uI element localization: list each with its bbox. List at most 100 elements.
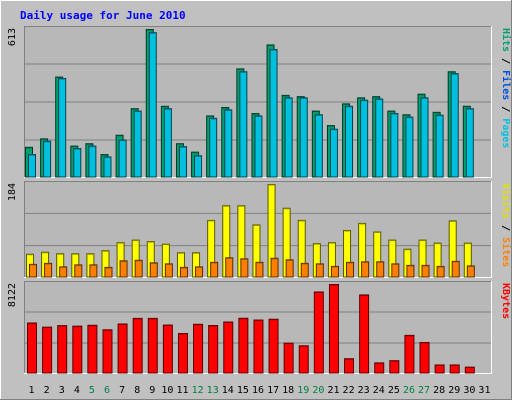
bar-kbytes-day-16 — [253, 319, 264, 374]
bar-sites-day-25 — [391, 263, 400, 278]
bar-kbytes-day-20 — [313, 291, 324, 374]
x-tick-label-24: 24 — [373, 385, 385, 396]
x-tick-label-29: 29 — [448, 385, 460, 396]
bar-body — [268, 318, 279, 374]
bar-files-day-1 — [28, 154, 36, 178]
bar-kbytes-day-15 — [238, 317, 249, 374]
legend: Visits / Sites — [500, 183, 512, 267]
bar-body — [328, 284, 339, 374]
bar-sites-day-13 — [210, 261, 219, 278]
bar-kbytes-day-30 — [464, 366, 475, 374]
bar-body — [208, 325, 219, 374]
bar-files-day-24 — [375, 98, 384, 178]
series-visits — [26, 184, 472, 278]
bar-files-day-12 — [194, 155, 203, 178]
bar-kbytes-day-8 — [132, 317, 143, 374]
bar-body — [103, 156, 112, 178]
bar-kbytes-day-2 — [42, 326, 53, 374]
bar-sites-day-16 — [255, 261, 264, 278]
bar-files-day-13 — [209, 117, 218, 178]
bar-body — [240, 258, 249, 278]
bar-body — [193, 323, 204, 374]
bar-body — [134, 259, 143, 278]
bar-body — [118, 139, 127, 178]
panel-pages-files-hits: 613 Hits / Files / Pages — [7, 26, 512, 178]
bar-kbytes-day-23 — [359, 294, 370, 374]
bar-body — [345, 105, 354, 178]
bar-files-day-18 — [284, 97, 293, 178]
bar-sites-day-1 — [29, 263, 37, 278]
legend-item-files: Files — [500, 70, 512, 100]
x-tick-label-12: 12 — [192, 385, 204, 396]
bar-files-day-10 — [163, 108, 172, 178]
bar-body — [269, 49, 278, 178]
bar-body — [451, 260, 460, 278]
bar-kbytes-day-14 — [223, 321, 234, 374]
bar-body — [389, 360, 400, 374]
bar-body — [421, 264, 430, 278]
bar-body — [359, 294, 370, 374]
bar-kbytes-day-13 — [208, 325, 219, 374]
legend-separator: / — [500, 52, 511, 70]
bar-body — [148, 32, 157, 178]
bar-body — [57, 325, 68, 374]
bar-body — [313, 291, 324, 374]
bar-sites-day-17 — [270, 257, 279, 278]
bar-body — [72, 325, 83, 374]
bar-files-day-25 — [390, 113, 399, 178]
bar-body — [374, 362, 385, 374]
bar-body — [238, 317, 249, 374]
x-tick-label-14: 14 — [222, 385, 234, 396]
bar-body — [73, 148, 82, 178]
bar-body — [210, 261, 219, 278]
bar-files-day-4 — [73, 148, 82, 178]
bar-body — [28, 154, 36, 178]
bar-files-day-3 — [58, 78, 67, 178]
x-tick-label-22: 22 — [343, 385, 355, 396]
bar-body — [314, 114, 323, 178]
bar-files-day-28 — [435, 114, 444, 178]
bar-body — [315, 263, 324, 278]
bar-body — [300, 262, 309, 278]
bar-body — [390, 113, 399, 178]
x-tick-label-11: 11 — [176, 385, 188, 396]
bar-body — [224, 109, 233, 178]
bar-body — [436, 265, 445, 278]
bar-body — [74, 264, 83, 278]
legend: KBytes — [500, 283, 511, 319]
bar-body — [102, 329, 113, 374]
bar-body — [162, 324, 173, 374]
bar-body — [132, 317, 143, 374]
bar-body — [255, 261, 264, 278]
x-tick-label-25: 25 — [388, 385, 400, 396]
bar-sites-day-21 — [330, 265, 339, 278]
bar-body — [43, 140, 52, 178]
bar-body — [149, 262, 158, 278]
bar-body — [42, 326, 53, 374]
legend-item-sites: Sites — [500, 237, 512, 267]
legend-separator: / — [500, 100, 511, 118]
bar-sites-day-29 — [451, 260, 460, 278]
bar-kbytes-day-3 — [57, 325, 68, 374]
bar-sites-day-27 — [421, 264, 430, 278]
bar-files-day-2 — [43, 140, 52, 178]
bar-body — [147, 317, 158, 374]
bar-kbytes-day-27 — [419, 341, 430, 374]
bar-kbytes-day-11 — [177, 333, 188, 374]
bar-files-day-7 — [118, 139, 127, 178]
bar-files-day-9 — [148, 32, 157, 178]
bar-body — [104, 266, 113, 278]
bar-body — [346, 261, 355, 278]
bar-kbytes-day-24 — [374, 362, 385, 374]
bar-body — [361, 261, 370, 278]
bar-body — [29, 263, 37, 278]
bar-files-day-14 — [224, 109, 233, 178]
bar-body — [209, 117, 218, 178]
bar-files-day-21 — [329, 128, 338, 178]
bar-kbytes-day-10 — [162, 324, 173, 374]
bar-body — [360, 99, 369, 178]
bar-sites-day-10 — [164, 263, 173, 278]
bar-body — [434, 364, 445, 374]
x-tick-label-18: 18 — [282, 385, 294, 396]
